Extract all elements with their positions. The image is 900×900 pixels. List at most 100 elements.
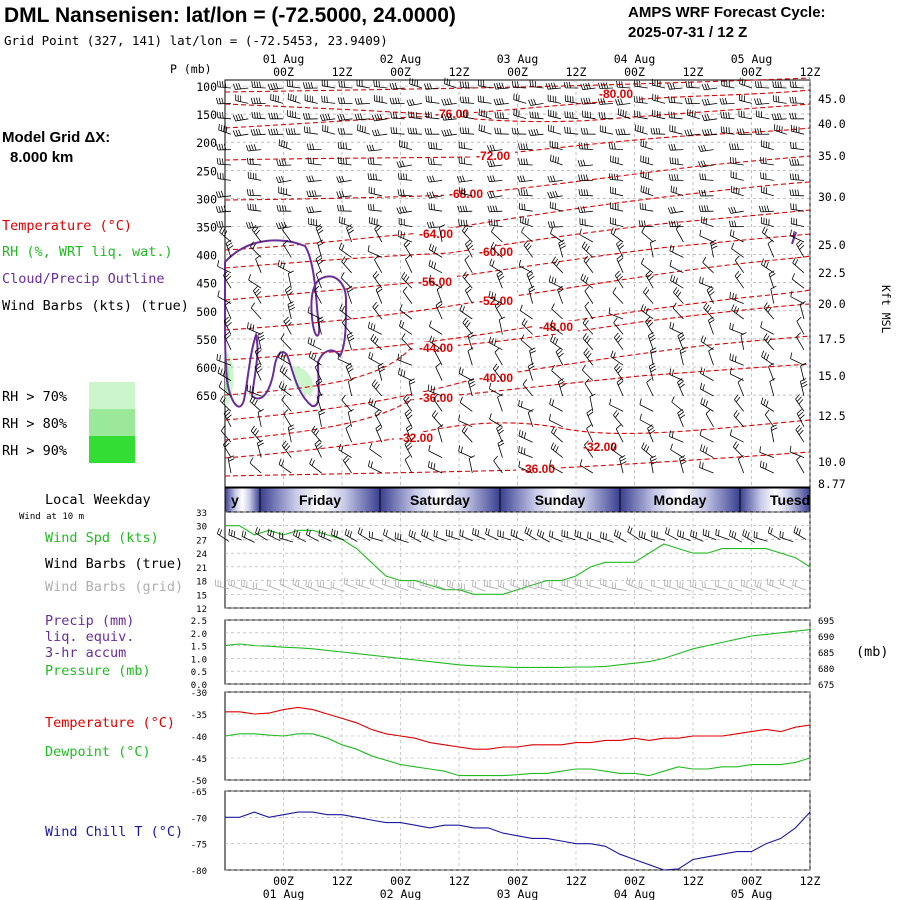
wind-barb [651,530,666,541]
wind-barb [337,113,353,121]
wind-barb [254,362,263,381]
legend-pressure: Pressure (mb) [45,663,151,679]
wind-barb [241,530,255,543]
isotherm-line [224,419,811,459]
legend-precip-accum: 3-hr accum [45,645,126,661]
wind-barb [579,228,594,243]
wind-barb [257,409,264,427]
wind-barb [645,316,654,335]
weekday-segment [225,488,260,512]
wind-barb [216,157,232,166]
wind-barb [270,93,284,104]
wind-barb [698,160,714,168]
wind-barb [287,93,301,104]
wind-barb [487,144,503,152]
wind-barb [437,424,444,443]
wind-barb [670,274,684,289]
wind-barb [649,239,657,258]
wind-barb [223,409,232,427]
isotherm-line [224,77,811,93]
wind-barb [729,229,744,243]
wind-barb [574,529,589,542]
wind-barb [330,581,345,592]
wind-barb [763,333,775,351]
weekday-segment [500,488,620,512]
isotherm-label-bg [594,88,638,101]
wind-barb [251,111,266,120]
wind-barb [497,393,503,412]
wind-barb [610,217,624,227]
wind-barb [250,425,262,443]
wind-barb [397,172,412,181]
wind-barb [684,97,700,105]
wind-barb [615,424,624,443]
wind-barb [459,396,473,412]
wind-barb [634,124,648,135]
wind-barb [493,98,509,106]
wind-barb [626,577,640,590]
wind-barb [389,82,405,90]
wind-barb [699,276,714,289]
wind-barb [640,155,654,166]
wind-barb [404,455,413,474]
wind-barb [307,337,322,351]
wind-barb [734,255,745,274]
wind-barb [702,128,718,136]
wind-barb [287,270,295,289]
wind-barb [254,347,262,366]
date-label-top: 02 Aug [380,52,422,66]
wind-barb [523,240,533,258]
wind-barb [459,127,475,135]
wind-barb [467,378,476,397]
wind-barb [789,81,805,89]
wind-barb [767,526,781,541]
legend-precip-liq: liq. equiv. [45,629,134,645]
isotherm-label: -52.00 [479,294,513,308]
wind-barb [708,316,715,335]
wind-barb [331,528,345,541]
wind-barb [634,110,648,120]
wind-barb [435,301,443,320]
wind-barb [245,144,262,152]
height-tick-label: 20.0 [818,297,846,311]
wind-barb [282,224,292,243]
wind-barb [522,579,537,590]
wind-barb [547,190,563,199]
wind-barb [225,239,234,258]
wind-barb [441,113,457,121]
wind-barb [617,108,631,120]
weekday-label: Tuesd [770,492,810,508]
legend-precip: Precip (mm) [45,613,134,629]
wind-barb [738,110,752,120]
wind-barb [250,97,266,105]
wind-barb [216,143,232,151]
wind-barb [309,457,322,474]
wind-barb [789,189,805,197]
wind-barb [583,348,594,366]
wind-barb [677,378,685,397]
rh-legend-70: RH > 70% [2,389,67,405]
wind-barb [550,227,563,243]
wind-barb [597,98,614,105]
wind-barb [634,80,648,89]
wind-barb [458,414,473,428]
wind-barb [278,186,292,197]
wind-barb [754,81,770,89]
wind-barb [461,225,473,243]
wind-barb [608,142,624,150]
panel-y-tick-label: -50 [191,777,207,787]
height-tick-label: 8.77 [818,477,846,491]
wind-barb [458,156,473,166]
wind-barb [773,95,787,104]
model-grid-value: 8.000 km [10,149,73,166]
wind-barb [428,444,443,458]
wind-barb [373,94,388,104]
height-tick-label: 45.0 [818,92,846,106]
wind-barb [390,111,405,120]
date-label-bottom: 02 Aug [380,887,422,900]
wind-barb [346,285,354,304]
wind-barb [218,123,232,135]
pressure-line [224,629,811,668]
wind-barb [582,110,596,120]
wind-barb [487,205,503,213]
